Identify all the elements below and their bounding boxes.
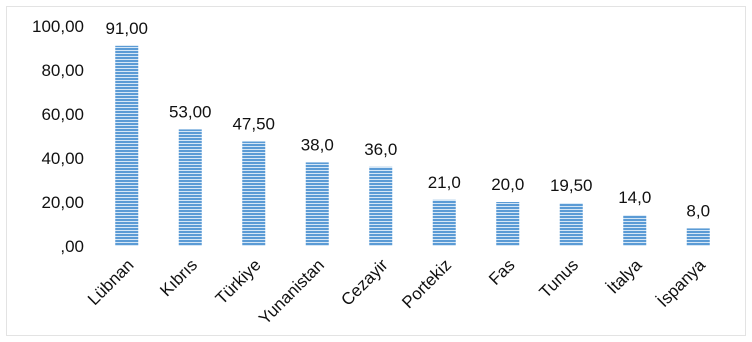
y-tick-label: 20,00 [41,193,84,212]
x-tick-label: Kıbrıs [156,255,201,300]
data-label: 38,0 [301,135,334,154]
data-label: 53,00 [169,102,212,121]
x-tick-label: Lübnan [84,255,138,309]
y-tick-label: 60,00 [41,105,84,124]
data-label: 8,0 [686,201,710,220]
bar [686,228,710,246]
data-label: 19,50 [550,176,593,195]
data-label: 20,0 [491,175,524,194]
y-tick-label: 80,00 [41,61,84,80]
bar [115,45,139,246]
data-label: 14,0 [618,188,651,207]
bar [369,166,393,246]
data-labels: 91,00 53,00 47,50 38,0 36,0 21,0 20,0 19,50 14,0… [105,19,710,221]
x-tick-label: İtalya [603,255,646,298]
x-tick-label: Cezayir [337,255,391,309]
y-tick-label: ,00 [60,237,84,256]
x-tick-label: Yunanistan [255,255,328,328]
data-label: 47,50 [232,115,275,134]
data-label: 91,00 [105,19,148,38]
data-label: 36,0 [364,140,397,159]
bar [242,141,266,246]
bar [305,162,329,246]
bar [178,129,202,246]
bar [432,199,456,246]
bars [115,45,710,246]
bar [623,215,647,246]
x-tick-label: Türkiye [212,255,265,308]
bar [496,202,520,246]
y-axis: ,00 20,00 40,00 60,00 80,00 100,00 [32,17,84,256]
y-tick-label: 40,00 [41,149,84,168]
x-tick-label: Fas [485,255,518,288]
x-tick-label: Tunus [536,255,582,301]
x-tick-label: Portekiz [398,255,455,312]
data-label: 21,0 [428,173,461,192]
bar [559,203,583,246]
x-tick-label: İspanya [654,255,710,311]
y-tick-label: 100,00 [32,17,84,36]
